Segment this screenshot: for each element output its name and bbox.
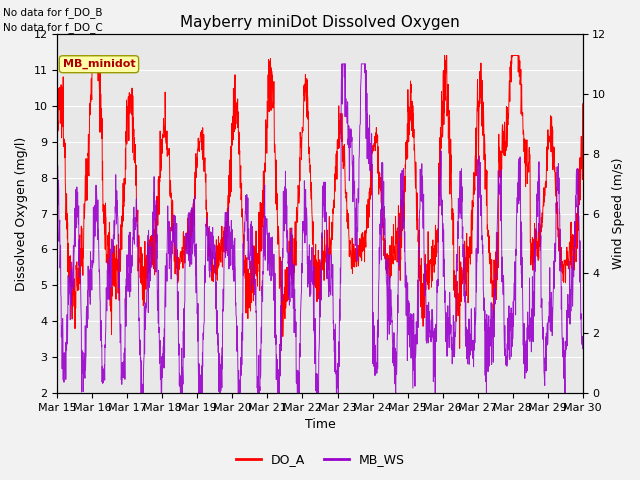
Text: MB_minidot: MB_minidot [63, 59, 135, 69]
Y-axis label: Wind Speed (m/s): Wind Speed (m/s) [612, 158, 625, 269]
Text: No data for f_DO_C: No data for f_DO_C [3, 22, 103, 33]
Y-axis label: Dissolved Oxygen (mg/l): Dissolved Oxygen (mg/l) [15, 136, 28, 291]
Title: Mayberry miniDot Dissolved Oxygen: Mayberry miniDot Dissolved Oxygen [180, 15, 460, 30]
Text: No data for f_DO_B: No data for f_DO_B [3, 7, 102, 18]
Legend: DO_A, MB_WS: DO_A, MB_WS [230, 448, 410, 471]
X-axis label: Time: Time [305, 419, 335, 432]
